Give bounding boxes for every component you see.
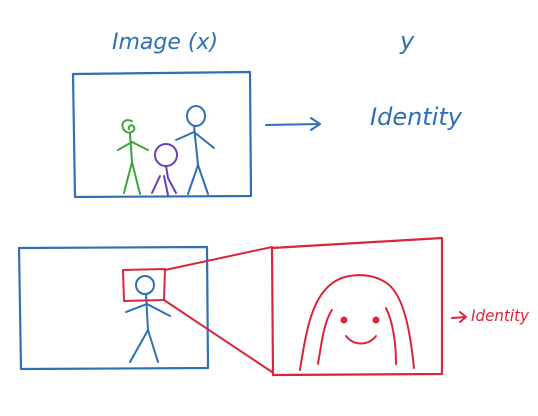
face-drawing	[299, 274, 415, 371]
zoom-lines	[163, 246, 273, 373]
bottom-arrow	[451, 311, 467, 323]
top-arrow	[265, 117, 321, 131]
y-label: y	[399, 27, 415, 55]
zoomed-face-frame	[270, 236, 444, 377]
bottom-input-group	[17, 245, 210, 371]
top-input-group: Image (x)	[71, 30, 253, 199]
top-image-frame	[71, 70, 253, 199]
green-person-figure	[117, 119, 149, 195]
blue-person-figure	[175, 105, 215, 195]
bottom-identity-label: Identity	[471, 306, 529, 325]
bottom-person-figure	[125, 275, 171, 363]
top-identity-label: Identity	[370, 103, 463, 131]
image-x-label: Image (x)	[112, 30, 218, 55]
purple-person-figure	[151, 143, 178, 196]
bottom-image-frame	[17, 245, 210, 371]
face-crop-box	[122, 268, 166, 302]
zoomed-face-group	[270, 236, 444, 377]
